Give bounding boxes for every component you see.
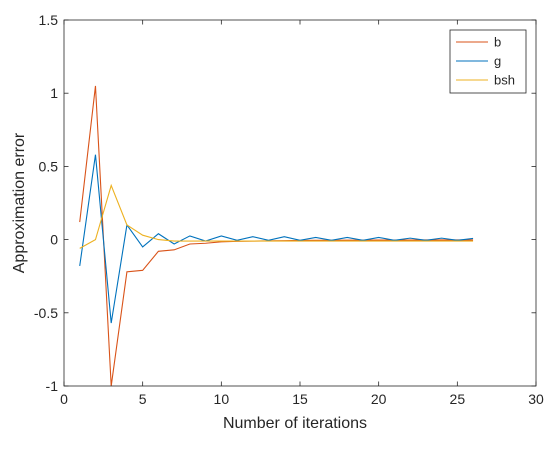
x-tick-label: 5 (139, 391, 147, 407)
series-layer (79, 85, 474, 387)
x-tick-label: 0 (60, 391, 68, 407)
x-tick-label: 15 (292, 391, 308, 407)
y-tick-label: 0 (50, 232, 58, 248)
y-tick-label: -0.5 (34, 305, 58, 321)
legend-label-b: b (494, 35, 501, 50)
legend-label-bsh: bsh (494, 73, 515, 88)
x-tick-label: 25 (450, 391, 466, 407)
x-tick-label: 20 (371, 391, 387, 407)
x-tick-label: 30 (528, 391, 544, 407)
x-tick-label: 10 (214, 391, 230, 407)
legend-label-g: g (494, 54, 501, 69)
y-tick-label: -1 (46, 378, 59, 394)
series-line-g (79, 154, 474, 324)
y-tick-label: 0.5 (39, 158, 59, 174)
legend: bg bsh (449, 29, 527, 94)
x-axis-title: Number of iterations (223, 415, 367, 432)
y-tick-label: 1 (50, 85, 58, 101)
series-line-bsh (79, 183, 474, 249)
ticks-layer: 0 5 10 15 20 25 30 -1 -0.5 0 0.5 1 1.5 (34, 12, 544, 407)
y-axis-title: Approximation error (11, 132, 28, 273)
y-tick-label: 1.5 (39, 12, 59, 28)
